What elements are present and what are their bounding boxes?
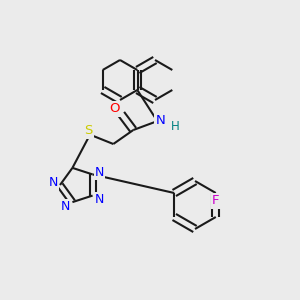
- Text: N: N: [48, 176, 58, 190]
- Text: S: S: [84, 124, 92, 137]
- Text: H: H: [171, 119, 180, 133]
- Text: N: N: [155, 113, 165, 127]
- Text: N: N: [95, 166, 104, 179]
- Text: N: N: [61, 200, 70, 213]
- Text: O: O: [109, 103, 120, 116]
- Text: F: F: [212, 194, 220, 208]
- Text: N: N: [95, 193, 104, 206]
